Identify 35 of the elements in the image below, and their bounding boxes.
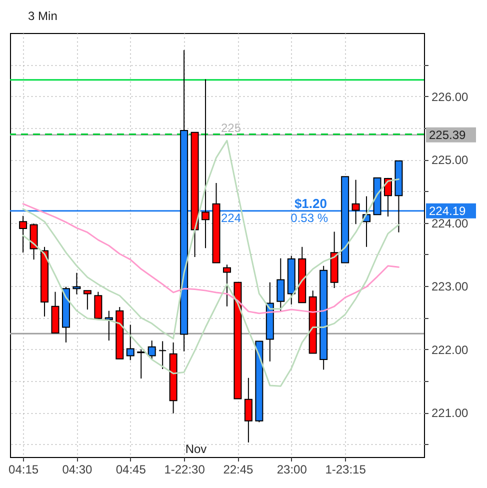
y-tick-label: 226.00 [432, 90, 469, 104]
candlestick [94, 291, 102, 319]
candlestick [244, 377, 252, 443]
candlestick [352, 179, 360, 225]
y-tick-label: 225.00 [432, 153, 469, 168]
candlestick [202, 78, 210, 249]
x-tick-label: 22:45 [223, 462, 254, 476]
annotation: 0.53 % [290, 210, 328, 225]
candlestick [276, 258, 285, 312]
ref-line-label: 224.19 [429, 204, 466, 218]
candlestick [83, 290, 92, 310]
x-tick-label: 04:30 [62, 462, 93, 476]
x-tick-label: 04:45 [116, 462, 146, 476]
x-tick-label: 04:15 [8, 462, 39, 476]
x-tick-label: 1-23:15 [325, 462, 366, 476]
x-tick-label: 23:00 [276, 462, 308, 476]
y-tick-label: 223.00 [432, 280, 469, 294]
candlestick [222, 264, 231, 307]
x-tick-label: 1-22:30 [164, 462, 206, 476]
y-tick-label: 221.00 [432, 406, 469, 420]
annotation: 224 [221, 210, 242, 225]
y-tick-label: 222.00 [432, 342, 469, 357]
annotation: 225 [221, 120, 242, 135]
candlestick [126, 324, 134, 361]
candlestick [158, 340, 167, 370]
chart-title: 3 Min [28, 9, 58, 23]
ref-line-label: 225.39 [429, 128, 466, 142]
annotation: $1.20 [294, 196, 327, 211]
candlestick [137, 348, 146, 380]
line-series [22, 224, 400, 387]
annotation: Nov [185, 442, 207, 456]
candlestick [19, 215, 28, 254]
candlestick [148, 340, 156, 360]
y-tick-label: 224.00 [432, 216, 469, 230]
candlestick [72, 272, 81, 295]
